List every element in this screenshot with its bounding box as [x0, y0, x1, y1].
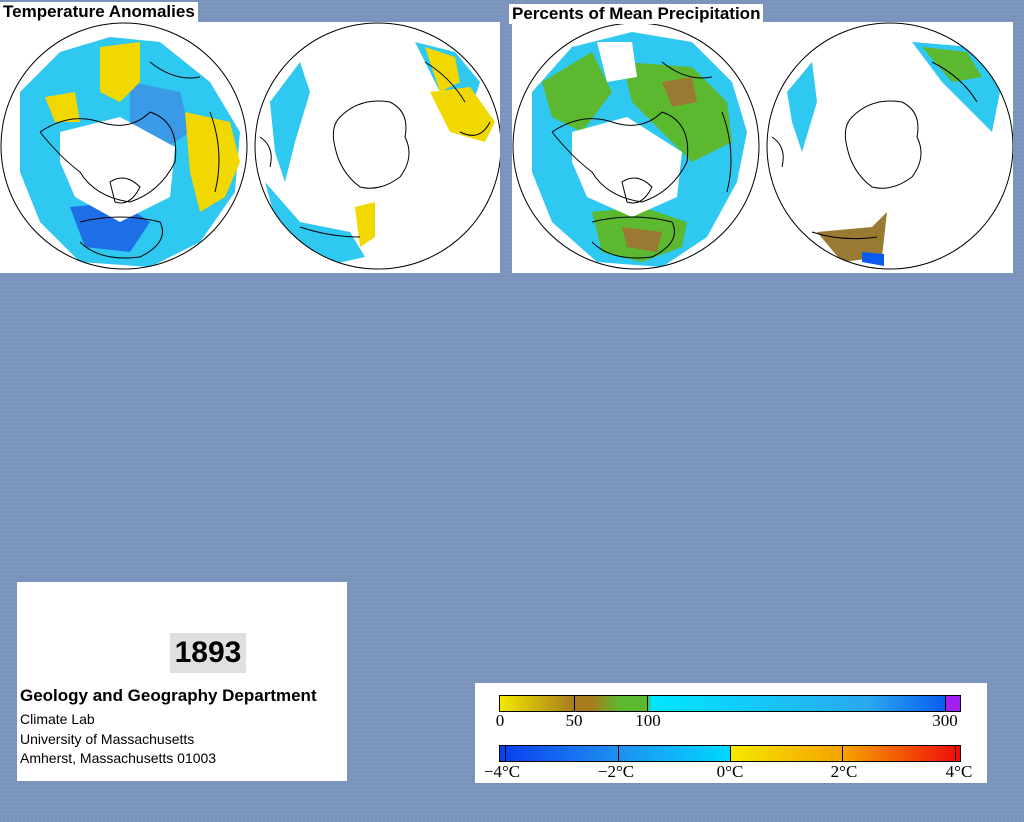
precip-north-brown-region — [662, 77, 697, 107]
precip-tick-label-300: 300 — [932, 711, 958, 730]
temperature-maps — [0, 22, 502, 270]
precip-north-brown-region — [622, 227, 662, 252]
university-name: University of Massachusetts — [20, 731, 195, 747]
temp-tick-mark — [618, 745, 619, 762]
temp-north-warm-region — [45, 92, 80, 122]
temp-north-warm-region — [100, 42, 140, 102]
temp-south-cool-region — [270, 62, 310, 182]
temp-south-warm-region — [425, 47, 460, 92]
precip-north-green-region — [622, 62, 732, 162]
legend-box: 0 50 100 300 −4°C −2°C 0°C 2°C 4°C — [475, 683, 987, 783]
department-name: Geology and Geography Department — [20, 686, 317, 705]
precipitation-maps — [512, 22, 1014, 270]
precip-south-brown-region — [817, 212, 887, 262]
precip-north-no-data — [597, 42, 637, 82]
temp-tick-label-neg2: −2°C — [597, 762, 635, 781]
precip-tick-label-100: 100 — [635, 711, 661, 730]
temp-north-no-data — [60, 117, 175, 222]
temp-tick-mark — [730, 745, 731, 762]
precipitation-northern-hemisphere — [513, 23, 759, 269]
temp-tick-mark — [505, 745, 506, 762]
temp-south-cool-region — [265, 182, 365, 267]
temperature-panel — [0, 22, 502, 273]
precip-south-wet-region — [862, 252, 884, 266]
temp-north-warm-region — [185, 112, 240, 212]
temp-south-coastlines — [259, 61, 491, 238]
temp-south-warm-region — [430, 87, 495, 142]
precipitation-southern-hemisphere — [767, 23, 1013, 269]
precip-south-antarctica-outline — [844, 100, 922, 189]
year-label: 1893 — [170, 633, 246, 673]
temperature-southern-hemisphere — [255, 23, 501, 269]
temp-tick-label-0: 0°C — [716, 762, 744, 781]
temp-tick-mark — [955, 745, 956, 762]
precipitation-panel — [512, 22, 1014, 273]
precip-south-coastlines — [771, 61, 978, 240]
precip-south-wet-region — [912, 42, 1002, 132]
info-box: 1893 Geology and Geography Department Cl… — [17, 582, 347, 781]
precip-tick-label-50: 50 — [565, 711, 583, 730]
precipitation-color-bar — [499, 695, 961, 712]
temp-tick-label-2: 2°C — [830, 762, 858, 781]
temp-north-coastlines — [39, 61, 220, 259]
precip-tick-mark — [945, 695, 946, 712]
temp-tick-label-4: 4°C — [945, 762, 973, 781]
temp-tick-mark — [842, 745, 843, 762]
precip-south-green-region — [922, 47, 982, 82]
precipitation-panel-title: Percents of Mean Precipitation — [509, 4, 764, 24]
temp-south-antarctica-outline — [332, 100, 410, 189]
precip-north-green-region — [542, 52, 612, 132]
temp-south-warm-region — [355, 202, 375, 247]
temperature-panel-title: Temperature Anomalies — [0, 2, 198, 22]
temp-tick-label-neg4: −4°C — [483, 762, 521, 781]
precip-tick-mark — [647, 695, 648, 712]
lab-name: Climate Lab — [20, 711, 95, 727]
precip-south-wet-region — [787, 62, 817, 152]
precip-north-no-data — [572, 117, 682, 217]
precip-tick-label-0: 0 — [495, 711, 505, 730]
precip-north-coastlines — [551, 61, 732, 259]
precip-tick-mark — [574, 695, 575, 712]
address-line: Amherst, Massachusetts 01003 — [20, 750, 217, 766]
temperature-northern-hemisphere — [1, 23, 247, 269]
